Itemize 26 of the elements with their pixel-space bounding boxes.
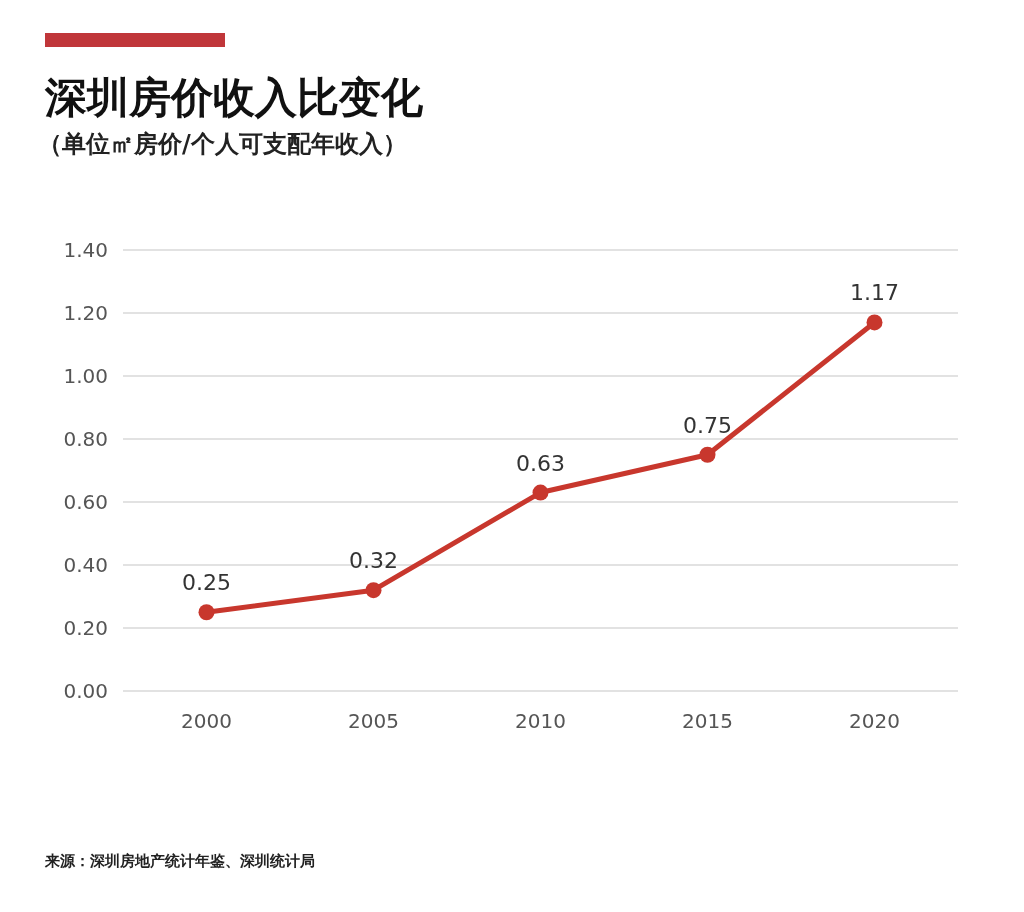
- y-tick-label: 1.40: [63, 238, 108, 262]
- y-tick-label: 0.80: [63, 427, 108, 451]
- x-tick-label: 2020: [849, 709, 900, 733]
- y-tick-label: 1.00: [63, 364, 108, 388]
- x-tick-label: 2015: [682, 709, 733, 733]
- source-note: 来源：深圳房地产统计年鉴、深圳统计局: [44, 852, 315, 870]
- x-tick-label: 2005: [348, 709, 399, 733]
- point: [365, 582, 382, 599]
- y-tick-label: 0.20: [63, 616, 108, 640]
- y-tick-label: 0.00: [63, 679, 108, 703]
- data-label: 0.32: [349, 548, 398, 574]
- chart-subtitle: （单位㎡房价/个人可支配年收入）: [38, 130, 407, 158]
- point: [532, 484, 549, 501]
- data-label: 0.25: [182, 570, 231, 596]
- data-label: 0.75: [683, 412, 732, 438]
- data-label: 0.63: [516, 450, 565, 476]
- point: [699, 446, 716, 463]
- y-tick-label: 0.40: [63, 553, 108, 577]
- x-tick-label: 2010: [515, 709, 566, 733]
- point: [198, 604, 215, 621]
- chart-title: 深圳房价收入比变化: [44, 73, 424, 122]
- data-label: 1.17: [850, 280, 899, 306]
- point: [866, 314, 883, 331]
- y-tick-label: 0.60: [63, 490, 108, 514]
- y-tick-label: 1.20: [63, 301, 108, 325]
- x-tick-label: 2000: [181, 709, 232, 733]
